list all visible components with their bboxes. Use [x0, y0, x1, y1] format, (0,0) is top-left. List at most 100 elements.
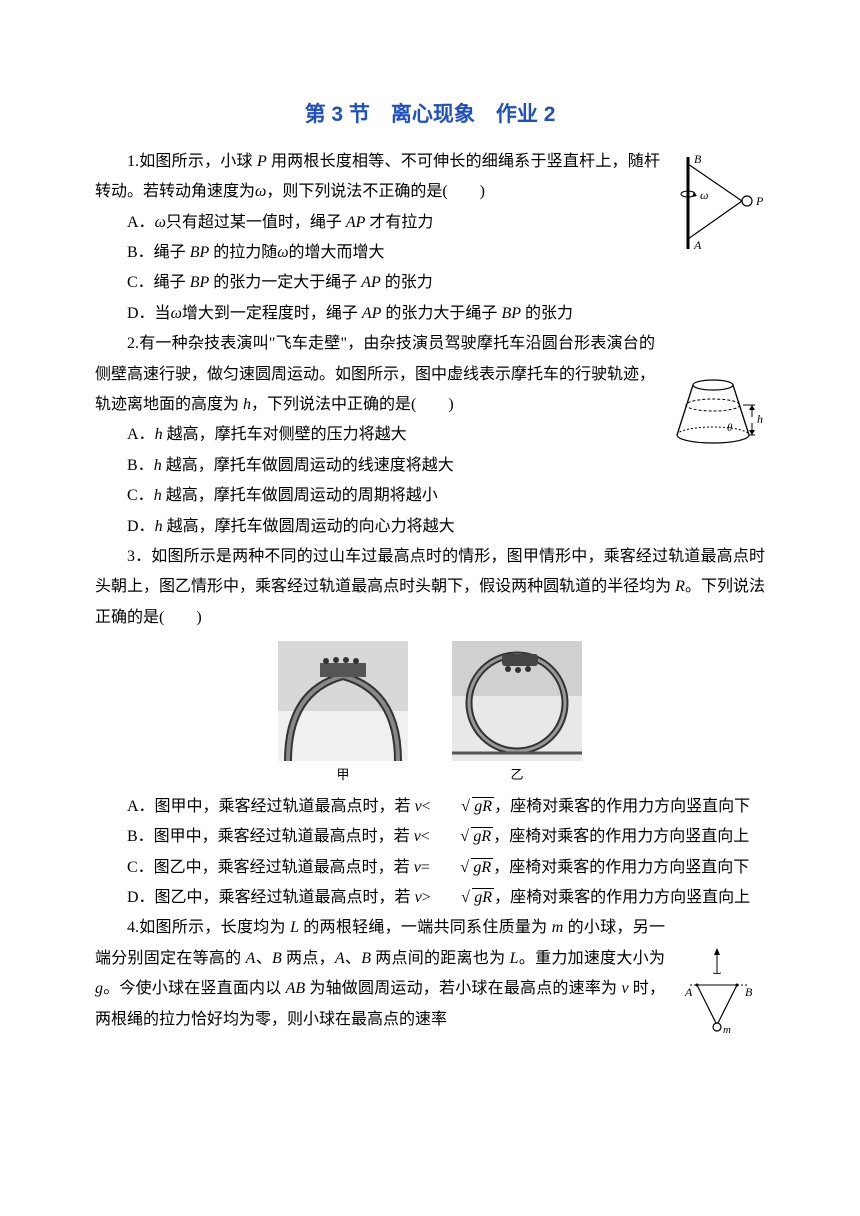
q3-caption-jia: 甲 [278, 763, 408, 788]
text: 越高，摩托车做圆周运动的线速度将越大 [162, 457, 454, 474]
svg-text:B: B [694, 152, 702, 166]
text: A．图甲中，乘客经过轨道最高点时，若 [127, 798, 415, 815]
q3-option-d: D．图乙中，乘客经过轨道最高点时，若 v>gR，座椅对乘客的作用力方向竖直向上 [95, 883, 765, 913]
text: 两点间的距离也为 [371, 950, 510, 967]
svg-text:A: A [684, 985, 693, 999]
text: A [335, 950, 345, 967]
text: ，则下列说法不正确的是( ) [266, 183, 485, 200]
svg-text:h: h [757, 412, 763, 426]
text: B． [127, 457, 154, 474]
text: 4.如图所示，长度均为 [127, 919, 290, 936]
text: D． [127, 518, 155, 535]
text: 两点， [282, 950, 335, 967]
text: 。今使小球在竖直面内以 [103, 980, 286, 997]
text: C．图乙中，乘客经过轨道最高点时，若 [127, 859, 414, 876]
text: v [415, 889, 422, 906]
text: v [414, 859, 421, 876]
text: AB [286, 980, 306, 997]
q3-option-a: A．图甲中，乘客经过轨道最高点时，若 v<gR，座椅对乘客的作用力方向竖直向下 [95, 792, 765, 822]
q1-option-b: B．绳子 BP 的拉力随ω的增大而增大 [95, 238, 765, 268]
text: ω [255, 183, 266, 200]
svg-text:A: A [693, 238, 702, 252]
text: ，下列说法中正确的是( ) [251, 396, 454, 413]
text: gR [472, 797, 494, 815]
q3-stem: 3．如图所示是两种不同的过山车过最高点时的情形，图甲情形中，乘客经过轨道最高点时… [95, 542, 765, 633]
text: 、 [255, 950, 272, 967]
text: 增大到一定程度时，绳子 [182, 305, 362, 322]
text: 的增大而增大 [289, 244, 385, 261]
text: ω [277, 244, 288, 261]
q1-option-a: A．ω只有超过某一值时，绳子 AP 才有拉力 [95, 208, 765, 238]
text: 越高，摩托车做圆周运动的周期将越小 [162, 487, 438, 504]
svg-text:P: P [755, 194, 764, 208]
svg-text:B: B [745, 985, 753, 999]
text: B [272, 950, 282, 967]
text: v [621, 980, 628, 997]
text: L [290, 919, 299, 936]
svg-text:m: m [723, 1024, 731, 1036]
text: ，座椅对乘客的作用力方向竖直向下 [493, 859, 749, 876]
q1-figure: P B A ω [670, 149, 765, 254]
text: 3．如图所示是两种不同的过山车过最高点时的情形，图甲情形中，乘客经过轨道最高点时… [95, 548, 765, 595]
q4-stem: 4.如图所示，长度均为 L 的两根轻绳，一端共同系住质量为 m 的小球，另一端分… [95, 913, 765, 1035]
text: B．绳子 [127, 244, 190, 261]
text: AP [346, 214, 366, 231]
text: BP [190, 274, 210, 291]
text: C．绳子 [127, 274, 190, 291]
text: gR [471, 827, 493, 845]
q3-figures: 甲 乙 [95, 641, 765, 788]
text: 1.如图所示，小球 [127, 153, 257, 170]
text: h [155, 426, 163, 443]
text: L [510, 950, 519, 967]
q2-option-b: B．h 越高，摩托车做圆周运动的线速度将越大 [95, 451, 765, 481]
text: 的张力大于绳子 [381, 305, 501, 322]
text: h [155, 518, 163, 535]
text: BP [501, 305, 521, 322]
text: B [361, 950, 371, 967]
text: C． [127, 487, 154, 504]
q1-option-c: C．绳子 BP 的张力一定大于绳子 AP 的张力 [95, 268, 765, 298]
text: BP [190, 244, 210, 261]
text: 。重力加速度大小为 [519, 950, 665, 967]
text: D．当 [127, 305, 171, 322]
q3-option-c: C．图乙中，乘客经过轨道最高点时，若 v=gR，座椅对乘客的作用力方向竖直向下 [95, 853, 765, 883]
text: 的拉力随 [209, 244, 277, 261]
q3-figure-yi [452, 641, 582, 761]
q4-figure: A B m [675, 943, 765, 1038]
text: B．图甲中，乘客经过轨道最高点时，若 [127, 828, 414, 845]
text: v [414, 828, 421, 845]
page-title: 第 3 节 离心现象 作业 2 [95, 95, 765, 135]
q1-option-d: D．当ω增大到一定程度时，绳子 AP 的张力大于绳子 BP 的张力 [95, 299, 765, 329]
text: ω [155, 214, 166, 231]
text: h [243, 396, 251, 413]
q2-option-d: D．h 越高，摩托车做圆周运动的向心力将越大 [95, 512, 765, 542]
q2-option-c: C．h 越高，摩托车做圆周运动的周期将越小 [95, 481, 765, 511]
text: 为轴做圆周运动，若小球在最高点的速率为 [305, 980, 621, 997]
text: 只有超过某一值时，绳子 [166, 214, 346, 231]
text: ω [171, 305, 182, 322]
q3-caption-yi: 乙 [452, 763, 582, 788]
text: P [257, 153, 267, 170]
svg-text:θ: θ [727, 422, 733, 434]
text: 越高，摩托车做圆周运动的向心力将越大 [163, 518, 455, 535]
text: 的张力一定大于绳子 [209, 274, 361, 291]
text: D．图乙中，乘客经过轨道最高点时，若 [127, 889, 415, 906]
text: g [95, 980, 103, 997]
text: ，座椅对乘客的作用力方向竖直向下 [494, 798, 750, 815]
text: AP [361, 274, 381, 291]
text: R [675, 578, 685, 595]
text: gR [471, 858, 493, 876]
text: ，座椅对乘客的作用力方向竖直向上 [493, 828, 749, 845]
text: 、 [345, 950, 362, 967]
text: A． [127, 426, 155, 443]
q3-figure-jia [278, 641, 408, 761]
text: AP [362, 305, 382, 322]
text: A [246, 950, 256, 967]
text: 的张力 [381, 274, 433, 291]
text: ，座椅对乘客的作用力方向竖直向上 [494, 889, 750, 906]
text: 的张力 [521, 305, 573, 322]
text: h [154, 487, 162, 504]
text: 的两根轻绳，一端共同系住质量为 [299, 919, 552, 936]
q1-stem: 1.如图所示，小球 P 用两根长度相等、不可伸长的细绳系于竖直杆上，随杆转动。若… [95, 147, 765, 208]
text: A． [127, 214, 155, 231]
